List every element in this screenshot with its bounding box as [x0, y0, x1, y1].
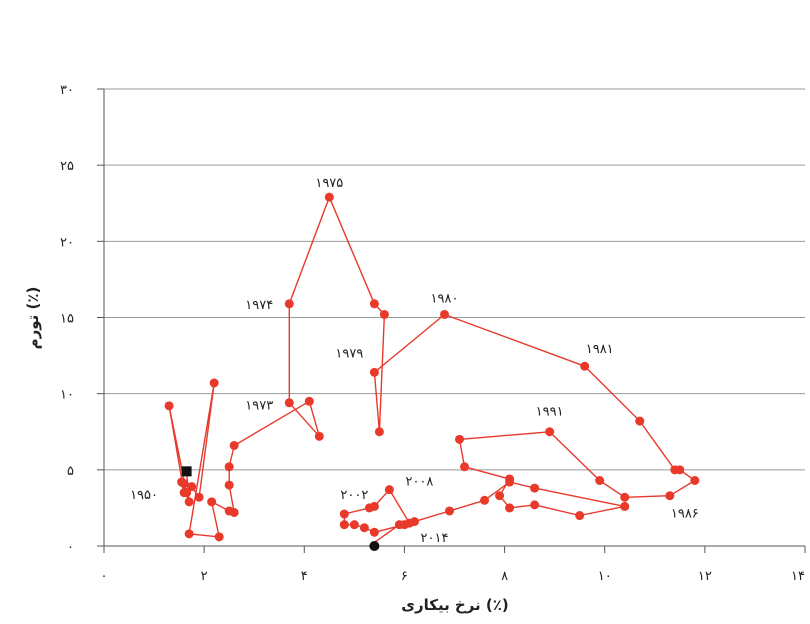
data-point — [369, 527, 379, 537]
series-line — [168, 196, 696, 547]
data-point — [384, 485, 394, 495]
x-tick-label: ۸ — [501, 569, 508, 584]
x-tick-label: ۰ — [101, 569, 108, 584]
data-point — [184, 497, 194, 507]
data-point — [304, 396, 314, 406]
data-point — [480, 495, 490, 505]
data-point — [444, 506, 454, 516]
data-point — [214, 532, 224, 542]
data-point — [460, 462, 470, 472]
data-point — [194, 492, 204, 502]
data-point — [595, 475, 605, 485]
year-label: ۲۰۰۸ — [405, 474, 433, 489]
y-tick-label: ۱۵ — [60, 312, 74, 327]
year-label: ۱۹۵۰ — [130, 488, 158, 503]
year-label: ۱۹۹۱ — [536, 404, 564, 419]
data-point — [324, 192, 334, 202]
data-point — [530, 483, 540, 493]
x-tick-label: ۶ — [401, 569, 408, 584]
year-label: ۱۹۷۵ — [315, 176, 343, 191]
data-point — [224, 462, 234, 472]
data-point — [339, 509, 349, 519]
data-point — [580, 361, 590, 371]
data-point — [455, 434, 465, 444]
y-tick-label: ۰ — [67, 540, 74, 555]
x-axis-title: نرخ بیکاری (٪) — [401, 596, 509, 614]
y-tick-label: ۱۰ — [60, 388, 74, 403]
data-point — [284, 299, 294, 309]
end-point-marker — [369, 541, 380, 551]
x-tick-label: ۱۲ — [698, 569, 712, 584]
year-label: ۱۹۸۶ — [671, 506, 699, 521]
data-point — [184, 529, 194, 539]
data-point — [575, 511, 585, 521]
data-point — [404, 518, 414, 528]
year-label: ۱۹۷۴ — [245, 298, 273, 313]
data-point — [314, 431, 324, 441]
data-point — [635, 416, 645, 426]
x-axis-ticks: ۰ ۲ ۴ ۶ ۸ ۱۰ ۱۲ ۱۴ — [101, 546, 806, 584]
data-point — [179, 479, 189, 489]
series-points — [164, 192, 700, 551]
data-point — [349, 520, 359, 530]
data-point — [690, 475, 700, 485]
data-point — [545, 427, 555, 437]
data-point — [187, 482, 197, 492]
data-point — [495, 491, 505, 501]
y-tick-label: ۵ — [67, 464, 74, 479]
data-point — [224, 480, 234, 490]
year-label: ۱۹۸۰ — [431, 292, 459, 307]
year-label: ۱۹۸۱ — [586, 342, 614, 357]
data-point — [665, 491, 675, 501]
data-point — [339, 520, 349, 530]
y-tick-label: ۳۰ — [60, 83, 74, 98]
data-point — [394, 520, 404, 530]
start-point-marker — [181, 466, 192, 477]
series-lines — [168, 196, 696, 547]
x-tick-label: ۱۰ — [598, 569, 612, 584]
y-axis-title: تورم (٪) — [24, 287, 42, 350]
year-annotations: ۱۹۵۰ ۱۹۷۳ ۱۹۷۴ ۱۹۷۵ ۱۹۷۹ ۱۹۸۰ ۱۹۸۱ ۱۹۹۱ ۱۹۸۶ ۲۰۰۸… — [130, 176, 699, 546]
data-point — [369, 367, 379, 377]
year-label: ۱۹۷۳ — [245, 398, 273, 413]
x-tick-label: ۴ — [301, 569, 308, 584]
data-point — [620, 501, 630, 511]
data-point — [284, 398, 294, 408]
y-tick-label: ۲۵ — [60, 159, 74, 174]
x-tick-label: ۲ — [201, 569, 208, 584]
data-point — [439, 309, 449, 319]
data-point — [374, 427, 384, 437]
data-point — [207, 497, 217, 507]
data-point — [359, 523, 369, 533]
data-point — [620, 492, 630, 502]
x-tick-label: ۱۴ — [791, 569, 805, 584]
data-point — [369, 299, 379, 309]
data-point — [505, 503, 515, 513]
data-point — [164, 401, 174, 411]
data-point — [675, 465, 685, 475]
y-axis-ticks: ۰ ۵ ۱۰ ۱۵ ۲۰ ۲۵ ۳۰ — [60, 83, 104, 555]
year-label: ۲۰۰۲ — [340, 488, 368, 503]
data-point — [369, 501, 379, 511]
data-point — [229, 507, 239, 517]
year-label: ۱۹۷۹ — [335, 347, 363, 362]
data-point — [182, 488, 192, 498]
data-point — [209, 378, 219, 388]
y-tick-label: ۲۰ — [60, 235, 74, 250]
data-point — [530, 500, 540, 510]
data-point — [229, 440, 239, 450]
data-point — [505, 477, 515, 487]
data-point — [379, 309, 389, 319]
year-label: ۲۰۱۴ — [421, 531, 449, 546]
